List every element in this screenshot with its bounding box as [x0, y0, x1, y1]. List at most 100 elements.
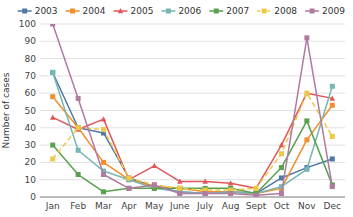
grid-line: [40, 145, 345, 146]
point-marker: [50, 70, 55, 75]
x-tick-label: June: [169, 201, 190, 211]
point-marker: [304, 137, 309, 142]
point-marker: [126, 186, 131, 191]
series: [50, 70, 335, 196]
series: [50, 94, 335, 196]
y-tick-label: 20: [25, 157, 37, 167]
y-tick-label: 70: [25, 71, 37, 81]
point-marker: [101, 172, 106, 177]
series-line: [53, 97, 333, 194]
point-marker: [50, 143, 55, 148]
legend: 2003 2004 2005 2006 2007 2008 2009: [18, 6, 346, 16]
legend-marker: [22, 9, 27, 14]
x-tick-label: Oct: [274, 201, 290, 211]
x-tick-label: July: [196, 201, 214, 211]
point-marker: [101, 189, 106, 194]
point-marker: [152, 182, 157, 187]
y-tick-label: 80: [25, 54, 37, 64]
chart: 0102030405060708090100JanFebMarAprMayJun…: [0, 0, 353, 217]
legend-item: 2005: [113, 6, 153, 16]
point-marker: [76, 172, 81, 177]
point-marker: [50, 24, 55, 27]
grid-line: [40, 58, 345, 59]
point-marker: [50, 70, 55, 75]
grid-line: [40, 41, 345, 42]
x-tick-label: Nov: [298, 201, 316, 211]
point-marker: [50, 114, 56, 119]
point-marker: [228, 191, 233, 196]
x-tick-label: Aug: [222, 201, 240, 211]
legend-label: 2003: [35, 6, 58, 16]
point-marker: [330, 156, 335, 161]
legend-marker: [310, 9, 315, 14]
point-marker: [279, 191, 284, 196]
point-marker: [279, 165, 284, 170]
legend-label: 2007: [226, 6, 249, 16]
x-tick-label: Feb: [70, 201, 86, 211]
x-tick-label: Jan: [45, 201, 60, 211]
point-marker: [101, 160, 106, 165]
point-marker: [177, 186, 182, 191]
legend-item: 2009: [305, 6, 345, 16]
legend-item: 2006: [161, 6, 201, 16]
point-marker: [177, 186, 182, 191]
grid-line: [40, 197, 345, 198]
y-tick-label: 10: [25, 175, 37, 185]
point-marker: [152, 163, 158, 168]
grid-line: [40, 162, 345, 163]
y-tick-label: 30: [25, 140, 37, 150]
point-marker: [330, 134, 335, 139]
grid-line: [40, 24, 345, 25]
y-tick-label: 40: [25, 123, 37, 133]
legend-item: 2004: [66, 6, 106, 16]
point-marker: [126, 175, 131, 180]
point-marker: [126, 175, 131, 180]
point-marker: [304, 118, 309, 123]
point-marker: [76, 148, 81, 153]
grid-line: [40, 75, 345, 76]
point-marker: [126, 186, 131, 191]
y-tick-label: 50: [25, 106, 37, 116]
y-tick-label: 0: [30, 192, 36, 202]
point-marker: [76, 125, 81, 130]
point-marker: [50, 94, 55, 99]
point-marker: [254, 186, 259, 191]
point-marker: [203, 191, 208, 196]
x-axis: JanFebMarAprMayJuneJulyAugSeptOctNovDec: [45, 201, 341, 211]
x-tick-label: Sept: [246, 201, 267, 211]
legend-item: 2007: [209, 6, 249, 16]
point-marker: [101, 116, 107, 121]
point-marker: [177, 178, 183, 183]
series-line: [53, 72, 333, 193]
point-marker: [304, 91, 309, 96]
point-marker: [279, 151, 284, 156]
legend-label: 2009: [322, 6, 345, 16]
point-marker: [330, 184, 335, 189]
point-marker: [254, 193, 259, 197]
y-tick-label: 90: [25, 36, 37, 46]
plot-marks: [50, 24, 335, 197]
legend-label: 2008: [274, 6, 297, 16]
legend-label: 2004: [83, 6, 106, 16]
point-marker: [202, 178, 208, 183]
x-tick-label: May: [145, 201, 164, 211]
x-axis-line: [40, 197, 345, 198]
point-marker: [101, 127, 106, 132]
point-marker: [50, 156, 55, 161]
point-marker: [279, 142, 285, 147]
y-tick-label: 100: [19, 19, 36, 29]
legend-marker: [262, 9, 267, 14]
legend-label: 2005: [130, 6, 153, 16]
point-marker: [304, 90, 310, 95]
point-marker: [76, 125, 81, 130]
legend-marker: [214, 9, 219, 14]
point-marker: [330, 84, 335, 89]
point-marker: [203, 191, 208, 196]
plot-area: [40, 24, 345, 197]
point-marker: [253, 185, 258, 190]
x-tick-label: Mar: [95, 201, 112, 211]
legend-item: 2003: [18, 6, 58, 16]
point-marker: [330, 95, 336, 100]
series-line: [53, 24, 333, 195]
grid-line: [40, 93, 345, 94]
